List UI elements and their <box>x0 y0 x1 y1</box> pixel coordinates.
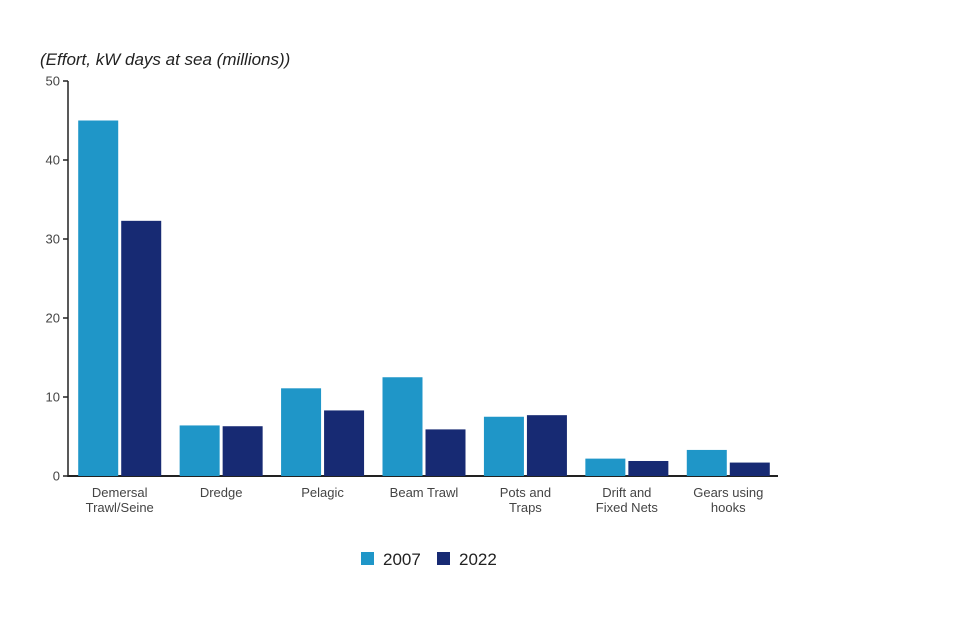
y-tick-label: 40 <box>46 153 60 168</box>
y-tick-label: 20 <box>46 311 60 326</box>
bar-2007-2 <box>281 388 322 476</box>
x-category-label: hooks <box>711 500 746 515</box>
bar-2022-0 <box>121 220 162 476</box>
x-category-label: Demersal <box>92 485 148 500</box>
bar-2022-5 <box>628 460 669 476</box>
x-category-label: Gears using <box>693 485 763 500</box>
y-axis-label: (Effort, kW days at sea (millions)) <box>40 50 290 69</box>
bar-2022-4 <box>526 415 567 476</box>
y-tick-label: 10 <box>46 390 60 405</box>
bar-2022-6 <box>729 462 770 476</box>
bar-2007-0 <box>78 120 119 476</box>
legend-swatch-2007 <box>361 552 374 565</box>
legend-label-2007: 2007 <box>383 550 421 569</box>
y-tick-label: 30 <box>46 232 60 247</box>
y-tick-label: 50 <box>46 74 60 89</box>
x-category-label: Pots and <box>500 485 551 500</box>
bar-2007-4 <box>483 416 524 476</box>
x-category-label: Drift and <box>602 485 651 500</box>
x-category-label: Dredge <box>200 485 243 500</box>
x-category-label: Traps <box>509 500 542 515</box>
bar-2022-2 <box>324 410 365 476</box>
bar-2007-6 <box>686 449 727 476</box>
bar-2022-3 <box>425 429 466 476</box>
legend: 2007 2022 <box>361 550 497 569</box>
x-category-label: Pelagic <box>301 485 344 500</box>
legend-swatch-2022 <box>437 552 450 565</box>
bar-2007-3 <box>382 377 423 476</box>
bar-2007-5 <box>585 458 626 476</box>
bar-2007-1 <box>179 425 220 476</box>
y-tick-label: 0 <box>53 469 60 484</box>
legend-label-2022: 2022 <box>459 550 497 569</box>
x-category-label: Fixed Nets <box>596 500 659 515</box>
x-category-label: Beam Trawl <box>390 485 459 500</box>
x-category-label: Trawl/Seine <box>86 500 154 515</box>
bar-2022-1 <box>222 426 263 476</box>
bars-layer <box>78 120 770 476</box>
